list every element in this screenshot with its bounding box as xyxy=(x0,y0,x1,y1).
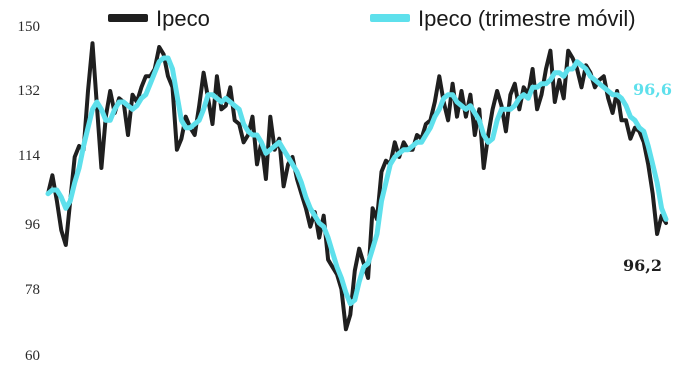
y-axis: 150 132 114 96 78 60 xyxy=(18,19,41,364)
legend: Ipeco Ipeco (trimestre móvil) xyxy=(108,6,636,31)
legend-label-ipeco-trimestre: Ipeco (trimestre móvil) xyxy=(418,6,636,31)
end-value-label-trimestre: 96,6 xyxy=(633,80,672,99)
legend-label-ipeco: Ipeco xyxy=(156,6,210,31)
series-line-ipeco-trimestre xyxy=(45,55,669,307)
series-line-ipeco xyxy=(46,41,668,332)
legend-swatch-ipeco xyxy=(108,14,148,22)
y-tick-label: 132 xyxy=(18,83,41,99)
y-tick-label: 60 xyxy=(25,348,40,364)
legend-swatch-ipeco-trimestre xyxy=(370,14,410,22)
y-tick-label: 114 xyxy=(18,148,40,164)
plot-area xyxy=(45,41,669,332)
y-tick-label: 150 xyxy=(18,19,41,35)
y-tick-label: 96 xyxy=(25,217,41,233)
y-tick-label: 78 xyxy=(25,282,40,298)
end-value-label-ipeco: 96,2 xyxy=(623,256,662,275)
